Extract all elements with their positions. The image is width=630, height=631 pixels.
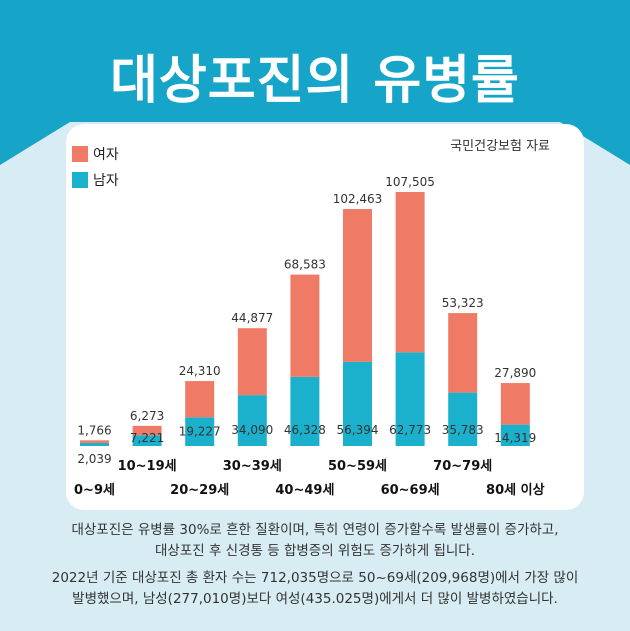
- x-tick-label-6: 60~69세: [381, 483, 440, 498]
- data-label-female-0: 1,766: [77, 423, 111, 437]
- bar-male-8: [500, 424, 530, 446]
- data-label-male-1: 7,221: [130, 431, 164, 445]
- bar-female-0: [80, 440, 109, 443]
- bar-female-6: [395, 192, 425, 353]
- data-label-male-3: 34,090: [231, 423, 273, 437]
- bar-male-3: [237, 395, 267, 446]
- data-label-male-7: 35,783: [442, 423, 484, 437]
- data-label-female-5: 102,463: [333, 192, 383, 206]
- data-label-female-3: 44,877: [231, 311, 273, 325]
- bar-female-5: [343, 209, 372, 362]
- data-label-male-4: 46,328: [284, 423, 326, 437]
- bars-group: 1,766 2,039 6,273 7,221 24,310 19,227 44,877 34…: [77, 175, 536, 466]
- description-line-4: 발병했으며, 남성(277,010명)보다 여성(435.025명)에게서 더 …: [72, 591, 558, 607]
- legend-label-female: 여자: [93, 147, 119, 163]
- data-label-male-6: 62,773: [389, 423, 431, 437]
- description-line-2: 대상포진 후 신경통 등 합병증의 위험도 증가하게 됩니다.: [155, 543, 475, 559]
- legend-swatch-female: [72, 146, 88, 162]
- bar-female-2: [185, 381, 215, 418]
- bar-male-2: [185, 417, 215, 446]
- description-line-3: 2022년 기준 대상포진 총 환자 수는 712,035명으로 50~69세(…: [51, 570, 579, 586]
- data-label-female-2: 24,310: [179, 364, 221, 378]
- bar-male-0: [80, 442, 109, 446]
- x-tick-label-8: 80세 이상: [486, 482, 545, 498]
- x-tick-label-2: 20~29세: [170, 483, 229, 498]
- bar-female-4: [290, 274, 320, 377]
- bar-female-8: [500, 383, 530, 425]
- bar-female-1: [132, 425, 162, 436]
- data-label-female-1: 6,273: [130, 409, 164, 423]
- bar-female-3: [237, 328, 267, 396]
- description: 대상포진은 유병률 30%로 흔한 질환이며, 특히 연령이 증가할수록 발생률…: [20, 520, 610, 616]
- data-label-female-7: 53,323: [442, 296, 484, 310]
- data-label-female-8: 27,890: [494, 366, 536, 380]
- data-label-male-0: 2,039: [77, 452, 111, 466]
- x-tick-label-5: 50~59세: [328, 459, 387, 474]
- bar-female-7: [448, 313, 478, 393]
- data-label-male-8: 14,319: [494, 431, 536, 445]
- data-label-male-2: 19,227: [179, 424, 221, 438]
- page-title: 대상포진의 유병률: [110, 51, 520, 111]
- data-label-female-6: 107,505: [385, 175, 435, 189]
- x-tick-label-3: 30~39세: [223, 459, 282, 474]
- description-line-1: 대상포진은 유병률 30%로 흔한 질환이며, 특히 연령이 증가할수록 발생률…: [71, 522, 559, 538]
- source-note: 국민건강보험 자료: [450, 139, 550, 154]
- bar-male-1: [132, 435, 162, 446]
- bar-male-4: [290, 376, 320, 446]
- bar-male-7: [448, 392, 478, 446]
- x-tick-label-7: 70~79세: [433, 459, 492, 474]
- bar-male-5: [343, 361, 372, 446]
- x-tick-label-0: 0~9세: [74, 483, 115, 498]
- legend-swatch-male: [72, 172, 88, 188]
- x-tick-label-1: 10~19세: [118, 459, 177, 474]
- bar-male-6: [395, 352, 425, 446]
- data-label-male-5: 56,394: [337, 423, 379, 437]
- data-label-female-4: 68,583: [284, 258, 326, 272]
- legend-label-male: 남자: [93, 173, 119, 189]
- x-tick-label-4: 40~49세: [275, 483, 334, 498]
